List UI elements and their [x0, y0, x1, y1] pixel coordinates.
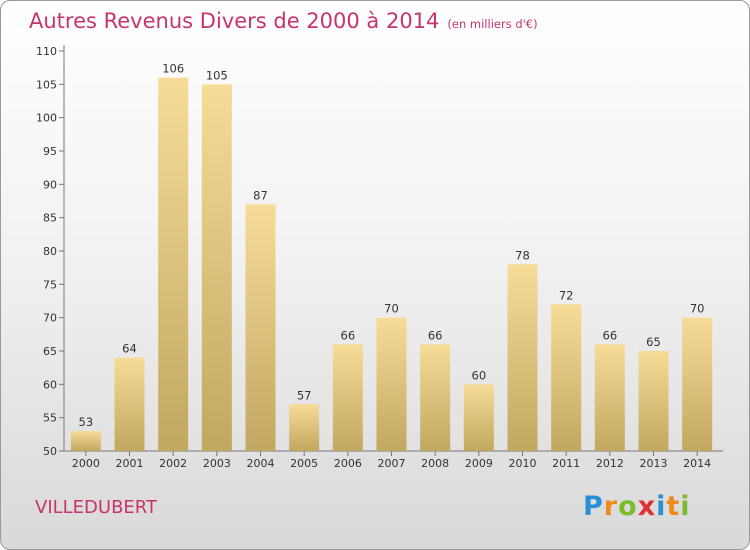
y-tick-label: 70	[43, 312, 57, 325]
bar	[70, 431, 101, 451]
bar	[551, 304, 582, 451]
bar	[114, 357, 145, 451]
bar	[289, 404, 320, 451]
y-tick-label: 50	[43, 445, 57, 458]
data-label: 78	[515, 248, 530, 262]
data-label: 72	[559, 288, 574, 302]
y-tick-label: 110	[36, 45, 57, 58]
bar	[463, 384, 494, 451]
data-label: 66	[341, 328, 356, 342]
bar	[638, 351, 669, 451]
chart-subtitle: (en milliers d'€)	[447, 17, 538, 31]
x-tick-label: 2000	[72, 457, 100, 470]
data-label: 64	[122, 342, 137, 356]
data-label: 65	[646, 335, 661, 349]
data-label: 105	[206, 68, 228, 82]
x-tick-label: 2013	[640, 457, 668, 470]
x-tick-label: 2011	[552, 457, 580, 470]
data-label: 70	[384, 302, 399, 316]
y-tick-label: 85	[43, 212, 57, 225]
logo-letter: i	[656, 491, 667, 522]
bar	[420, 344, 451, 451]
x-tick-label: 2003	[203, 457, 231, 470]
x-tick-label: 2002	[159, 457, 187, 470]
data-label: 70	[690, 302, 705, 316]
data-label: 106	[162, 62, 184, 76]
x-tick-label: 2004	[247, 457, 275, 470]
bar	[332, 344, 363, 451]
logo-letter: x	[637, 491, 657, 522]
x-tick-label: 2010	[509, 457, 537, 470]
x-tick-label: 2005	[290, 457, 318, 470]
data-label: 53	[79, 415, 94, 429]
y-tick-label: 55	[43, 412, 57, 425]
data-label: 60	[472, 368, 487, 382]
location-label: VILLEDUBERT	[35, 497, 158, 518]
y-tick-label: 95	[43, 145, 57, 158]
data-label: 66	[603, 328, 618, 342]
bar	[594, 344, 625, 451]
data-label: 57	[297, 388, 312, 402]
y-tick-label: 75	[43, 278, 57, 291]
y-tick-label: 65	[43, 345, 57, 358]
y-tick-label: 60	[43, 378, 57, 391]
bar	[376, 317, 407, 451]
chart-title-text: Autres Revenus Divers de 2000 à 2014	[29, 9, 440, 33]
x-tick-label: 2007	[378, 457, 406, 470]
bar	[507, 264, 538, 451]
logo-letter: o	[618, 491, 638, 522]
x-tick-label: 2014	[683, 457, 711, 470]
y-tick-label: 100	[36, 112, 57, 125]
bar	[245, 204, 276, 451]
logo-letter: P	[583, 491, 604, 522]
bar	[682, 317, 713, 451]
x-tick-label: 2012	[596, 457, 624, 470]
logo-letter: i	[680, 491, 691, 522]
data-label: 66	[428, 328, 443, 342]
data-label: 87	[253, 188, 268, 202]
x-tick-label: 2006	[334, 457, 362, 470]
y-tick-label: 105	[36, 78, 57, 91]
logo-letter: t	[666, 491, 681, 522]
y-tick-label: 90	[43, 178, 57, 191]
x-tick-label: 2009	[465, 457, 493, 470]
y-tick-label: 80	[43, 245, 57, 258]
logo-letter: r	[603, 491, 619, 522]
x-tick-label: 2008	[421, 457, 449, 470]
bar	[201, 84, 232, 451]
bar	[158, 77, 189, 452]
proxiti-logo: Proxiti	[583, 491, 691, 522]
chart-title: Autres Revenus Divers de 2000 à 2014 (en …	[29, 9, 538, 33]
x-tick-label: 2001	[116, 457, 144, 470]
